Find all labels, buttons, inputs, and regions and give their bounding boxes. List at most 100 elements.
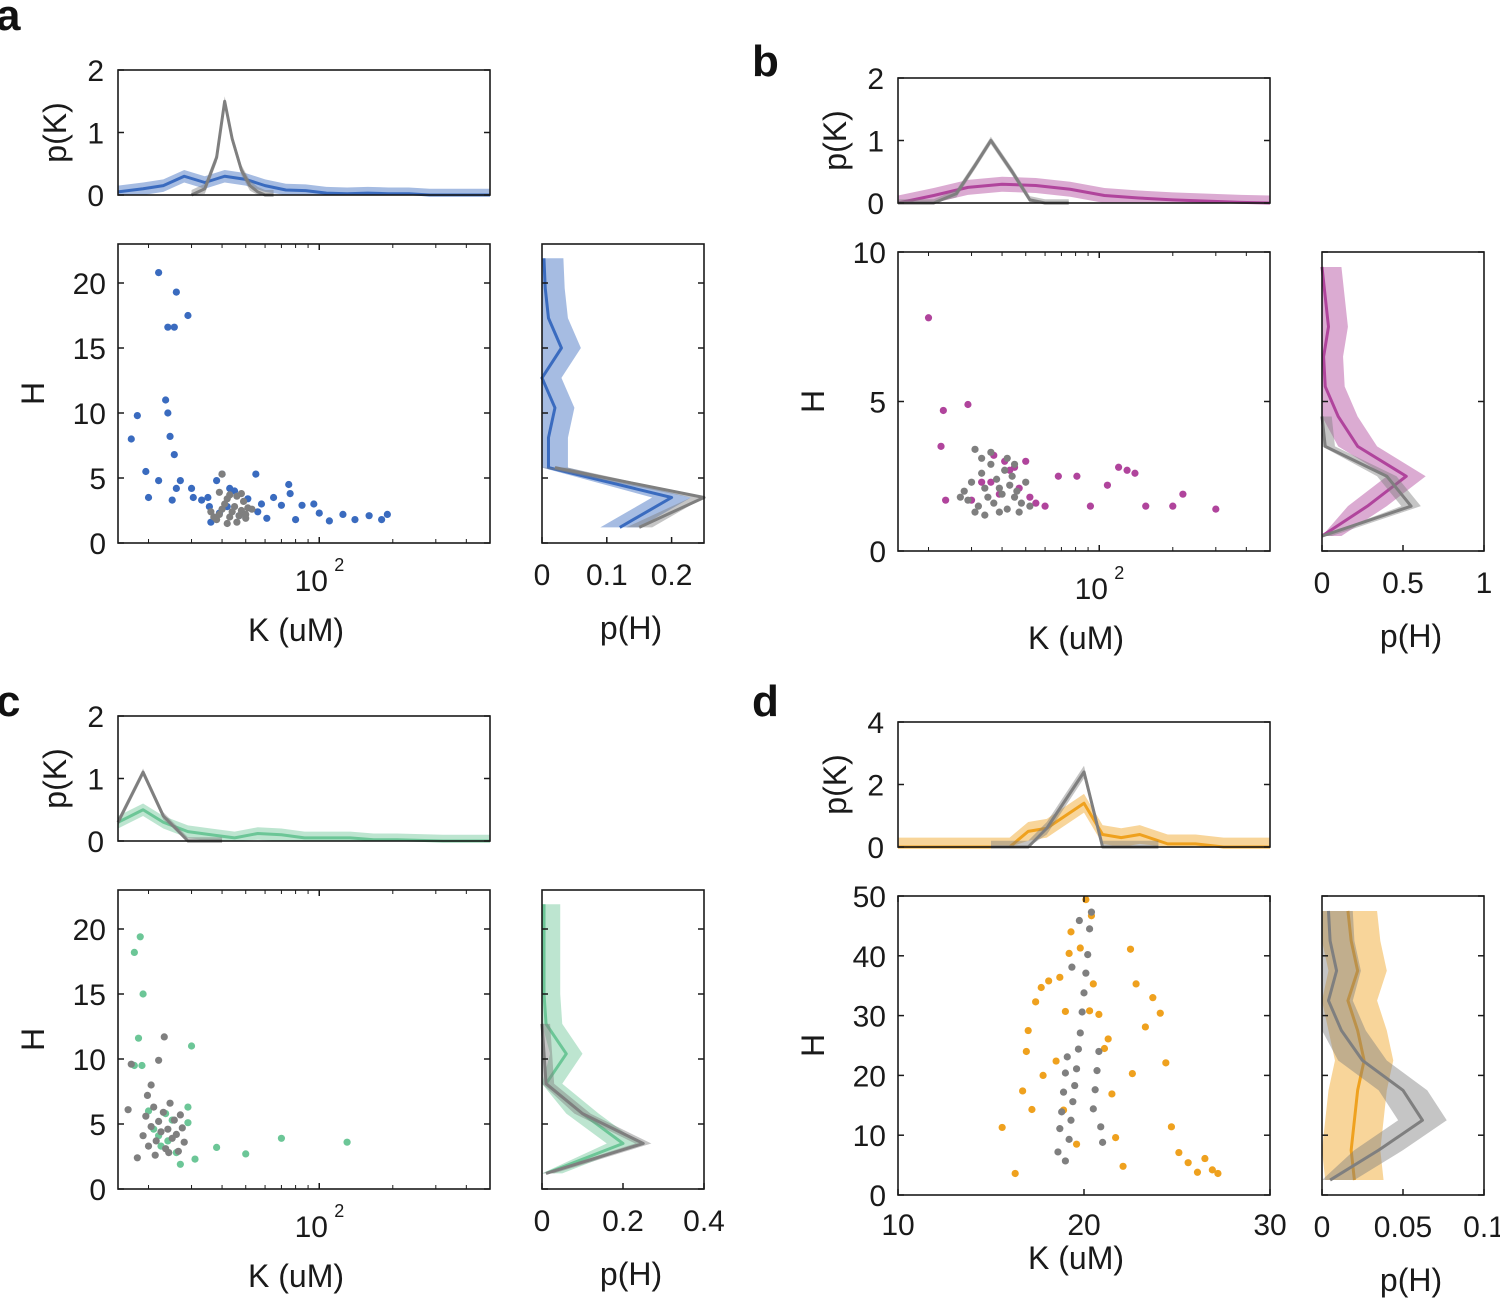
ytick-label: 40 bbox=[853, 941, 886, 974]
point-reference bbox=[210, 513, 218, 521]
point-reference bbox=[960, 487, 968, 495]
point-reference bbox=[1072, 1065, 1081, 1073]
pk-ytick-label: 2 bbox=[867, 770, 884, 803]
ph-xlabel: p(H) bbox=[1380, 1262, 1442, 1298]
point-data bbox=[1175, 1148, 1183, 1157]
ph-band-reference bbox=[542, 1023, 652, 1174]
point-data bbox=[1039, 1071, 1047, 1079]
point-data bbox=[263, 514, 271, 522]
xlabel: K (uM) bbox=[1028, 1240, 1124, 1276]
point-data bbox=[252, 470, 260, 478]
ytick-label: 30 bbox=[853, 1001, 886, 1034]
point-data bbox=[184, 311, 192, 320]
ph-xlabel: p(H) bbox=[1380, 618, 1442, 654]
point-reference bbox=[124, 1106, 132, 1114]
point-data bbox=[343, 1138, 351, 1146]
point-data bbox=[1052, 1057, 1060, 1065]
point-reference bbox=[1078, 1008, 1086, 1016]
point-data bbox=[166, 432, 174, 440]
point-reference bbox=[142, 1112, 150, 1120]
point-reference bbox=[139, 1132, 147, 1140]
ph-xtick-label: 0.1 bbox=[586, 559, 628, 592]
ph-xtick-label: 1 bbox=[1476, 567, 1493, 600]
point-data bbox=[286, 490, 294, 498]
point-data bbox=[1141, 1023, 1149, 1031]
ph-band-reference bbox=[1322, 416, 1421, 537]
xtick-label: 20 bbox=[1067, 1209, 1100, 1242]
point-reference bbox=[1058, 1108, 1066, 1116]
point-reference bbox=[1080, 989, 1088, 997]
point-reference bbox=[1068, 963, 1076, 971]
point-reference bbox=[1076, 1029, 1084, 1037]
panel-label-b: b bbox=[752, 37, 779, 86]
point-data bbox=[1028, 1105, 1036, 1114]
point-reference bbox=[1010, 493, 1019, 501]
point-data bbox=[184, 1119, 192, 1127]
point-data bbox=[1006, 466, 1014, 474]
point-data bbox=[127, 435, 135, 443]
point-reference bbox=[143, 1091, 152, 1099]
point-data bbox=[291, 516, 300, 524]
ph-xtick-label: 0.1 bbox=[1463, 1211, 1500, 1244]
point-reference bbox=[987, 460, 995, 468]
point-data bbox=[155, 269, 163, 277]
point-data bbox=[1167, 1123, 1176, 1131]
point-data bbox=[1095, 1010, 1103, 1019]
point-data bbox=[1041, 502, 1049, 510]
point-data bbox=[942, 496, 950, 504]
point-reference bbox=[1008, 472, 1016, 480]
point-reference bbox=[1006, 481, 1014, 489]
scatter-frame bbox=[117, 243, 491, 544]
ph-xlabel: p(H) bbox=[600, 1256, 662, 1292]
ph-band-data bbox=[1322, 266, 1426, 537]
ph-xtick-label: 0.5 bbox=[1382, 567, 1424, 600]
ph-line-data bbox=[542, 904, 625, 1175]
xtick-label: 10 bbox=[295, 1211, 328, 1244]
point-data bbox=[365, 512, 373, 520]
pk-ytick-label: 1 bbox=[867, 126, 884, 159]
point-data bbox=[138, 1061, 146, 1070]
point-data bbox=[164, 323, 172, 331]
xlabel: K (uM) bbox=[1028, 620, 1124, 656]
pk-ylabel: p(K) bbox=[817, 754, 853, 814]
pk-ytick-label: 0 bbox=[867, 188, 884, 221]
point-reference bbox=[174, 1147, 182, 1155]
ph-plot-b: 0 0.5 1 p(H) bbox=[1314, 251, 1493, 654]
point-reference bbox=[1069, 1098, 1077, 1106]
point-reference bbox=[1097, 1123, 1105, 1131]
point-data bbox=[1076, 944, 1084, 952]
point-data bbox=[130, 948, 138, 957]
point-data bbox=[1067, 928, 1075, 936]
point-data bbox=[1162, 1059, 1170, 1067]
point-data bbox=[339, 510, 347, 518]
point-data bbox=[1089, 980, 1097, 988]
point-data bbox=[939, 406, 947, 415]
scatter-plot-a: 0 5 10 15 20 10 2 K (uM) H bbox=[15, 243, 491, 648]
point-reference bbox=[144, 1142, 153, 1150]
point-data bbox=[1128, 1070, 1136, 1078]
point-data bbox=[1115, 463, 1123, 471]
point-data bbox=[1032, 499, 1040, 507]
pk-ylabel: p(K) bbox=[37, 102, 73, 162]
point-data bbox=[136, 933, 144, 941]
point-data bbox=[315, 509, 323, 517]
point-reference bbox=[995, 508, 1003, 516]
ytick-label: 20 bbox=[853, 1060, 886, 1093]
point-reference bbox=[956, 493, 964, 501]
point-reference bbox=[180, 1138, 188, 1146]
point-data bbox=[1108, 1090, 1116, 1098]
ph-plot-d: 0 0.05 0.1 p(H) bbox=[1314, 895, 1500, 1298]
point-data bbox=[1022, 457, 1030, 465]
point-reference bbox=[155, 1056, 163, 1064]
point-data bbox=[1184, 1159, 1192, 1167]
point-data bbox=[172, 484, 180, 492]
point-reference bbox=[1003, 454, 1011, 462]
pk-ytick-label: 0 bbox=[87, 826, 104, 859]
ph-band-reference bbox=[542, 467, 704, 528]
point-data bbox=[170, 323, 178, 331]
ytick-label: 10 bbox=[73, 398, 106, 431]
point-data bbox=[1149, 994, 1157, 1002]
point-reference bbox=[1015, 508, 1023, 516]
